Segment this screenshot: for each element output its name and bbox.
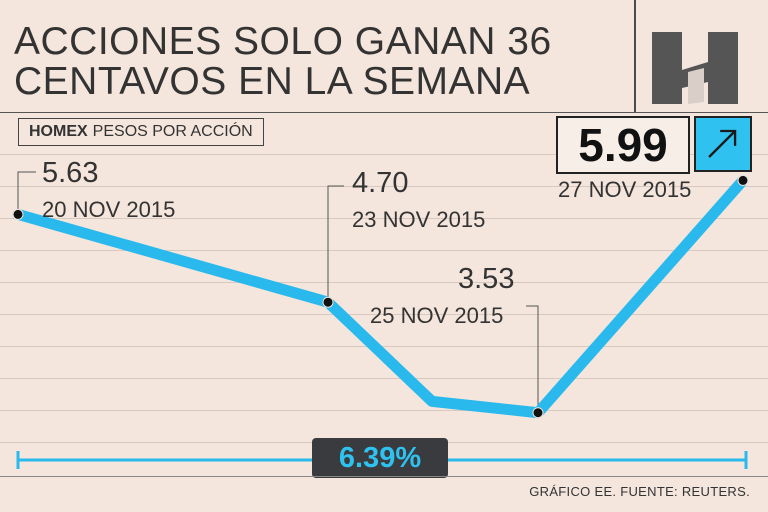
data-point bbox=[12, 208, 24, 220]
title-line-2: CENTAVOS EN LA SEMANA bbox=[14, 60, 531, 103]
leader-line bbox=[17, 171, 36, 215]
gridline bbox=[0, 314, 768, 316]
date-label-3: 25 NOV 2015 bbox=[370, 303, 504, 328]
data-point bbox=[322, 296, 334, 308]
gridline bbox=[0, 250, 768, 252]
series-line bbox=[12, 174, 749, 419]
footer-rule bbox=[0, 476, 768, 477]
gridline bbox=[0, 410, 768, 412]
leader-line bbox=[526, 305, 539, 413]
date-label-1: 20 NOV 2015 bbox=[42, 197, 176, 222]
value-label-3: 3.53 bbox=[458, 263, 515, 295]
unit-label: PESOS POR ACCIÓN bbox=[92, 123, 253, 140]
gridline bbox=[0, 154, 768, 156]
header-rule bbox=[0, 112, 768, 113]
gridline bbox=[0, 282, 768, 284]
gridline bbox=[0, 186, 768, 188]
chart-title: ACCIONES SOLO GANAN 36 CENTAVOS EN LA SE… bbox=[14, 22, 552, 102]
data-point bbox=[532, 407, 544, 419]
gridline bbox=[0, 346, 768, 348]
newspaper-logo-icon bbox=[652, 32, 738, 104]
source-note: GRÁFICO EE. FUENTE: REUTERS. bbox=[529, 484, 750, 499]
leader-line bbox=[327, 185, 344, 303]
data-point bbox=[737, 174, 749, 186]
gridline bbox=[0, 218, 768, 220]
change-percent-badge: 6.39% bbox=[312, 438, 448, 478]
value-label-1: 5.63 bbox=[42, 157, 99, 189]
date-label-4: 27 NOV 2015 bbox=[558, 177, 692, 202]
ticker-label: HOMEX bbox=[29, 123, 88, 140]
value-label-2: 4.70 bbox=[352, 167, 409, 199]
final-value-box: 5.99 bbox=[556, 116, 690, 174]
gridline bbox=[0, 378, 768, 380]
title-line-1: ACCIONES SOLO GANAN 36 bbox=[14, 20, 552, 63]
date-label-2: 23 NOV 2015 bbox=[352, 207, 486, 232]
series-label: HOMEX PESOS POR ACCIÓN bbox=[18, 118, 264, 146]
logo-divider bbox=[634, 0, 636, 112]
arrow-up-right-icon bbox=[694, 116, 752, 172]
